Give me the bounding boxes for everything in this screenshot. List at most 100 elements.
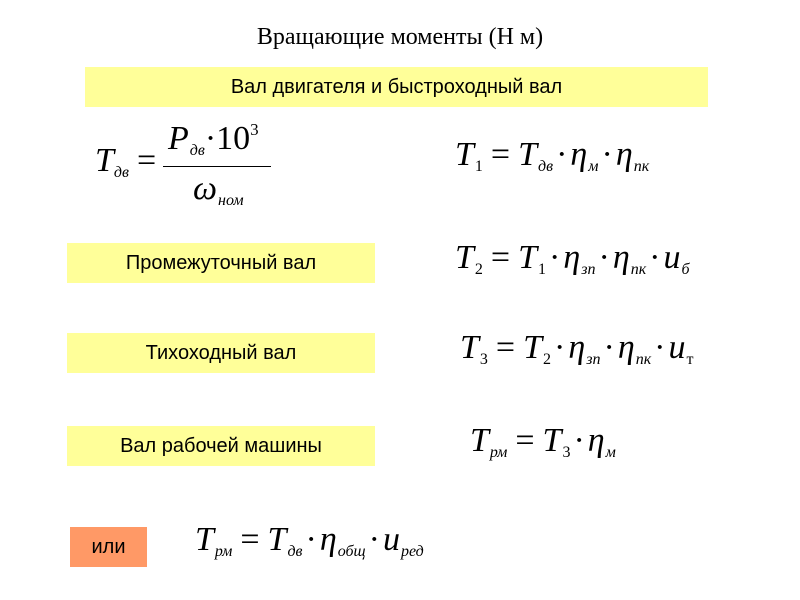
symbol-base: = [490,239,511,276]
multiply-dot: · [554,329,565,366]
symbol-subscript: дв [538,158,554,175]
formula-symbol: T1 [518,239,547,278]
symbol-base: T [195,521,214,558]
multiply-dot: · [649,239,660,276]
symbol-subscript: б [681,261,690,278]
symbol-base: u [668,329,686,366]
symbol-subscript: зп [586,351,601,368]
symbol-subscript: пк [635,351,652,368]
fraction-bar [163,166,271,167]
symbol-base: η [587,422,605,459]
symbol-subscript: 1 [474,158,483,175]
symbol-base: u [382,521,400,558]
equals-sign: = [496,329,515,366]
formula-symbol: uред [382,521,424,560]
multiply-dot: · [602,136,613,173]
multiply-dot: · [654,329,665,366]
label-intermediate-shaft: Промежуточный вал [67,243,375,283]
symbol-base: · [649,239,661,276]
label-slow-shaft: Тихоходный вал [67,333,375,373]
symbol-base: · [654,329,666,366]
multiply-dot: · [573,422,584,459]
equals-sign: = [491,239,510,276]
symbol-subscript: 3 [479,351,488,368]
multiply-dot: · [549,239,560,276]
symbol-subscript: м [605,444,616,461]
symbol-subscript: 2 [543,351,552,368]
symbol-subscript: 2 [474,261,483,278]
symbol-base: = [240,521,260,558]
equals-sign: = [491,136,510,173]
formula-symbol: uб [663,239,690,278]
symbol-base: η [617,329,635,366]
symbol-base: T [455,136,474,173]
multiply-dot: · [598,239,609,276]
formula-symbol: Tрм [195,521,233,560]
formula-symbol: T1 [455,136,483,175]
label-fast-shaft: Вал двигателя и быстроходный вал [85,67,708,107]
symbol-base: η [319,521,337,558]
symbol-base: u [663,239,681,276]
symbol-base: = [490,136,511,173]
symbol-base: T [518,136,538,173]
symbol-subscript: 3 [562,444,571,461]
multiply-dot: · [306,521,317,558]
formula-symbol: ηпк [612,239,647,278]
formula-symbol: T2 [523,329,552,368]
formula-trm-alt: Tрм = Tдв·ηобщ·uред [195,521,424,561]
symbol-subscript: 1 [538,261,547,278]
formula-symbol: ηзп [563,239,596,278]
symbol-base: T [470,422,489,459]
multiply-dot: · [603,329,614,366]
symbol-base: · [603,329,615,366]
symbol-subscript: пк [630,261,647,278]
symbol-subscript: рм [489,444,508,461]
multiply-dot: · [556,136,567,173]
formula-symbol: ηпк [616,136,650,175]
symbol-base: = [495,329,516,366]
symbol-base: T [455,239,474,276]
symbol-subscript: общ [337,543,366,560]
label-or: или [70,527,147,567]
equals-sign: = [240,521,259,558]
formula-symbol: T3 [542,422,571,461]
symbol-subscript: м [588,158,599,175]
symbol-base: T [542,422,562,459]
symbol-base: · [368,521,380,558]
symbol-base: η [570,136,588,173]
formula-symbol: Tдв [267,521,303,560]
symbol-base: · [601,136,613,173]
symbol-base: T [267,521,287,558]
symbol-subscript: пк [633,158,650,175]
formula-t1: T1 = Tдв·ηм·ηпк [455,136,649,176]
multiply-dot: · [369,521,380,558]
symbol-base: η [568,329,586,366]
symbol-base: = [515,422,535,459]
formula-t2: T2 = T1·ηзп·ηпк·uб [455,239,690,279]
formula-symbol: ηм [570,136,599,175]
symbol-subscript: рм [214,543,233,560]
formula-symbol: Tрм [470,422,508,461]
label-working-machine-shaft: Вал рабочей машины [67,426,375,466]
formula-symbol: Tдв [518,136,554,175]
symbol-subscript: зп [581,261,596,278]
formula-symbol: T2 [455,239,483,278]
symbol-base: · [573,422,585,459]
symbol-base: · [554,329,566,366]
formula-trm: Tрм = T3·ηм [470,422,616,462]
symbol-base: · [549,239,561,276]
formula-symbol: ηзп [568,329,601,368]
formula-symbol: ηобщ [319,521,366,560]
slide-title: Вращающие моменты (Н м) [256,24,544,50]
formula-symbol: ηпк [617,329,652,368]
formula-t3: T3 = T2·ηзп·ηпк·uт [460,329,694,369]
formula-tdv-numerator: Pдв·103 [168,120,259,159]
formula-symbol: ηм [587,422,616,461]
symbol-base: · [305,521,317,558]
formula-symbol: uт [668,329,694,368]
equals-sign: = [515,422,534,459]
symbol-base: η [612,239,630,276]
symbol-base: η [563,239,581,276]
symbol-base: T [460,329,479,366]
symbol-base: · [598,239,610,276]
